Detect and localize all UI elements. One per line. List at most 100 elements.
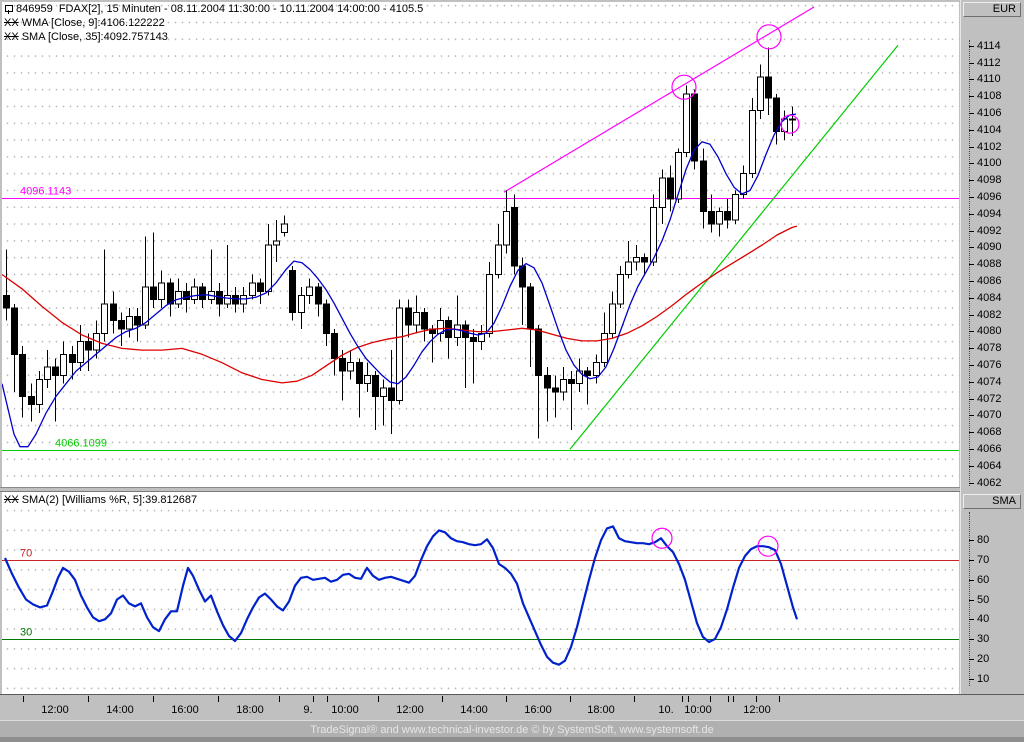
candle-body bbox=[683, 93, 690, 154]
price-pane[interactable]: 4096.1143 4066.1099 846959 FDAX[2], 15 Mi… bbox=[2, 2, 959, 487]
candle-body bbox=[552, 387, 559, 393]
candle-body bbox=[641, 257, 648, 263]
candle-body bbox=[298, 295, 305, 313]
indicator-axis-header: SMA bbox=[963, 494, 1021, 509]
signal-circle[interactable] bbox=[651, 527, 673, 549]
candle-body bbox=[478, 332, 485, 343]
time-tick bbox=[728, 696, 729, 702]
candle-body bbox=[519, 265, 526, 288]
candle-body bbox=[60, 353, 67, 376]
time-axis[interactable]: 12:00 14:00 16:00 18:00 9. 10:00 12:00 14:00 16:… bbox=[0, 694, 1024, 720]
axis-tick-label: 4086 bbox=[968, 274, 1002, 287]
chart-window-icon[interactable] bbox=[5, 5, 13, 14]
candle-body bbox=[421, 311, 428, 330]
candle-body bbox=[765, 76, 772, 99]
candle-body bbox=[85, 341, 92, 351]
candle-body bbox=[281, 223, 288, 234]
level-label: 30 bbox=[20, 627, 32, 639]
time-tick bbox=[733, 696, 734, 702]
signal-circle[interactable] bbox=[757, 535, 779, 557]
candle-body bbox=[52, 366, 59, 376]
time-label: 16:00 bbox=[171, 704, 199, 716]
candle-body bbox=[289, 269, 296, 313]
candle-body bbox=[306, 286, 313, 297]
time-label: 18:00 bbox=[587, 704, 615, 716]
candle-body bbox=[118, 320, 125, 330]
candle-body bbox=[28, 395, 35, 406]
candle-body bbox=[503, 211, 510, 246]
time-tick bbox=[378, 696, 379, 702]
candle-body bbox=[77, 341, 84, 364]
axis-tick-label: 4082 bbox=[968, 308, 1002, 321]
candle-body bbox=[158, 282, 165, 301]
time-tick bbox=[570, 696, 571, 702]
trendline[interactable] bbox=[503, 6, 815, 193]
indicator-marker-icon: XX bbox=[4, 494, 19, 506]
level-label: 70 bbox=[20, 548, 32, 560]
candle-body bbox=[675, 152, 682, 200]
candle-body bbox=[3, 295, 10, 309]
axis-tick-label: 50 bbox=[968, 593, 990, 606]
wma-marker-icon: XX bbox=[4, 17, 19, 29]
sma-marker-icon: XX bbox=[4, 31, 19, 43]
candle-body bbox=[659, 177, 666, 208]
candle-body bbox=[150, 286, 157, 301]
trendline[interactable] bbox=[569, 44, 899, 450]
pane-splitter[interactable] bbox=[0, 487, 960, 492]
axis-tick-label: 4068 bbox=[968, 426, 1002, 439]
axis-tick-label: 4070 bbox=[968, 409, 1002, 422]
signal-circle[interactable] bbox=[756, 24, 782, 50]
candle-body bbox=[126, 316, 133, 330]
candle-body bbox=[110, 303, 117, 322]
indicator-pane[interactable]: 70 30 XX SMA(2) [Williams %R, 5]:39.812687 bbox=[2, 492, 959, 694]
time-tick bbox=[634, 696, 635, 702]
candle-body bbox=[273, 240, 280, 246]
candle-body bbox=[609, 303, 616, 334]
candle-body bbox=[142, 286, 149, 326]
wma-legend: XX WMA [Close, 9]:4106.122222 bbox=[4, 17, 165, 30]
candle-body bbox=[405, 307, 412, 326]
time-tick bbox=[218, 696, 219, 702]
time-tick bbox=[779, 696, 780, 702]
candle-body bbox=[183, 290, 190, 301]
axis-tick-label: 80 bbox=[968, 534, 990, 547]
time-label: 14:00 bbox=[106, 704, 134, 716]
price-axis-line bbox=[969, 40, 971, 486]
candle-body bbox=[486, 274, 493, 334]
candle-body bbox=[511, 206, 518, 267]
indicator-axis-line bbox=[969, 512, 971, 686]
candle-body bbox=[232, 295, 239, 305]
axis-tick-label: 4072 bbox=[968, 392, 1002, 405]
axis-tick-label: 4076 bbox=[968, 358, 1002, 371]
candle-body bbox=[789, 118, 796, 121]
indicator-axis[interactable]: SMA 80 70 60 50 40 30 20 10 bbox=[960, 492, 1024, 694]
overlay-line bbox=[2, 225, 798, 384]
time-label: 9. bbox=[303, 704, 313, 716]
candle-body bbox=[732, 194, 739, 221]
axis-tick-label: 4074 bbox=[968, 375, 1002, 388]
candle-body bbox=[191, 286, 198, 301]
axis-tick-label: 4096 bbox=[968, 190, 1002, 203]
time-label: 18:00 bbox=[236, 704, 264, 716]
signal-circle[interactable] bbox=[671, 74, 697, 100]
candle-body bbox=[44, 366, 51, 381]
candle-body bbox=[584, 370, 591, 376]
candle-body bbox=[576, 370, 583, 385]
footer-credit: TradeSignal® and www.technical-investor.… bbox=[0, 720, 1024, 742]
time-tick bbox=[442, 696, 443, 702]
time-tick bbox=[279, 696, 280, 702]
candle-body bbox=[716, 211, 723, 225]
indicator-plot[interactable]: 70 30 bbox=[2, 492, 959, 694]
axis-tick-label: 4110 bbox=[969, 73, 1001, 86]
candle-body bbox=[36, 379, 43, 406]
axis-tick-label: 10 bbox=[968, 672, 990, 685]
candle-body bbox=[749, 110, 756, 175]
signal-circle[interactable] bbox=[780, 114, 800, 134]
time-label: 10:00 bbox=[684, 704, 712, 716]
axis-tick-label: 40 bbox=[968, 613, 990, 626]
main-plot[interactable]: 4096.1143 4066.1099 bbox=[2, 2, 959, 487]
price-axis[interactable]: EUR 4114 4112 4110 4108 4106 4104 4102 4100 4098… bbox=[960, 0, 1024, 492]
candle-body bbox=[700, 160, 707, 213]
candle-body bbox=[388, 387, 395, 402]
